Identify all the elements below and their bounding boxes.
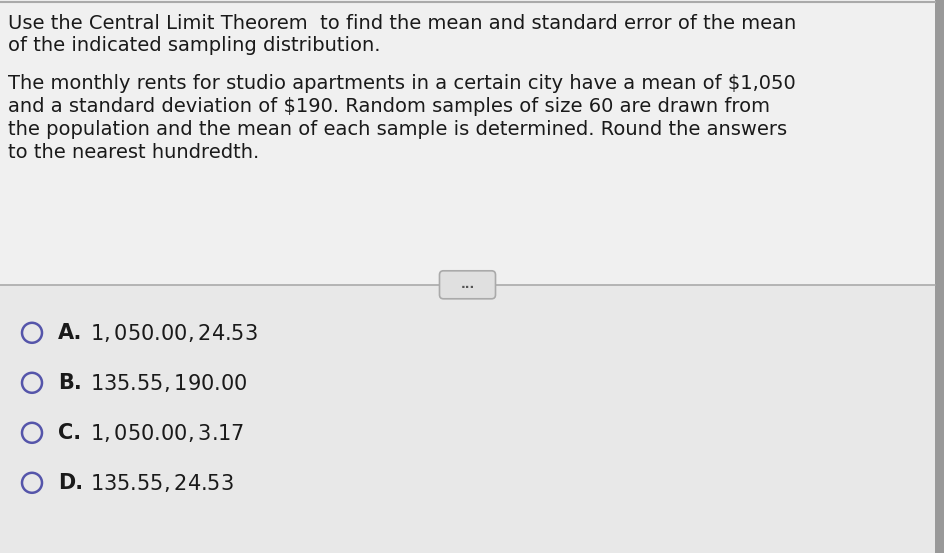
Text: The monthly rents for studio apartments in a certain city have a mean of $1,050: The monthly rents for studio apartments … <box>8 74 795 93</box>
Text: $1,050.00, $24.53: $1,050.00, $24.53 <box>90 322 258 344</box>
Text: C.: C. <box>58 423 81 443</box>
Text: B.: B. <box>58 373 82 393</box>
Text: Use the Central Limit Theorem  to find the mean and standard error of the mean: Use the Central Limit Theorem to find th… <box>8 14 796 33</box>
Bar <box>934 0 944 553</box>
Text: the population and the mean of each sample is determined. Round the answers: the population and the mean of each samp… <box>8 120 786 139</box>
Text: $1,050.00, $3.17: $1,050.00, $3.17 <box>90 422 244 444</box>
Text: D.: D. <box>58 473 83 493</box>
Text: $135.55, $24.53: $135.55, $24.53 <box>90 472 233 494</box>
Text: $135.55, $190.00: $135.55, $190.00 <box>90 372 247 394</box>
FancyBboxPatch shape <box>439 271 495 299</box>
Text: A.: A. <box>58 323 82 343</box>
Bar <box>0 285 934 553</box>
Text: ...: ... <box>460 278 474 291</box>
Bar <box>0 0 934 285</box>
Text: to the nearest hundredth.: to the nearest hundredth. <box>8 143 259 162</box>
Text: and a standard deviation of $190. Random samples of size 60 are drawn from: and a standard deviation of $190. Random… <box>8 97 769 116</box>
Text: of the indicated sampling distribution.: of the indicated sampling distribution. <box>8 36 380 55</box>
